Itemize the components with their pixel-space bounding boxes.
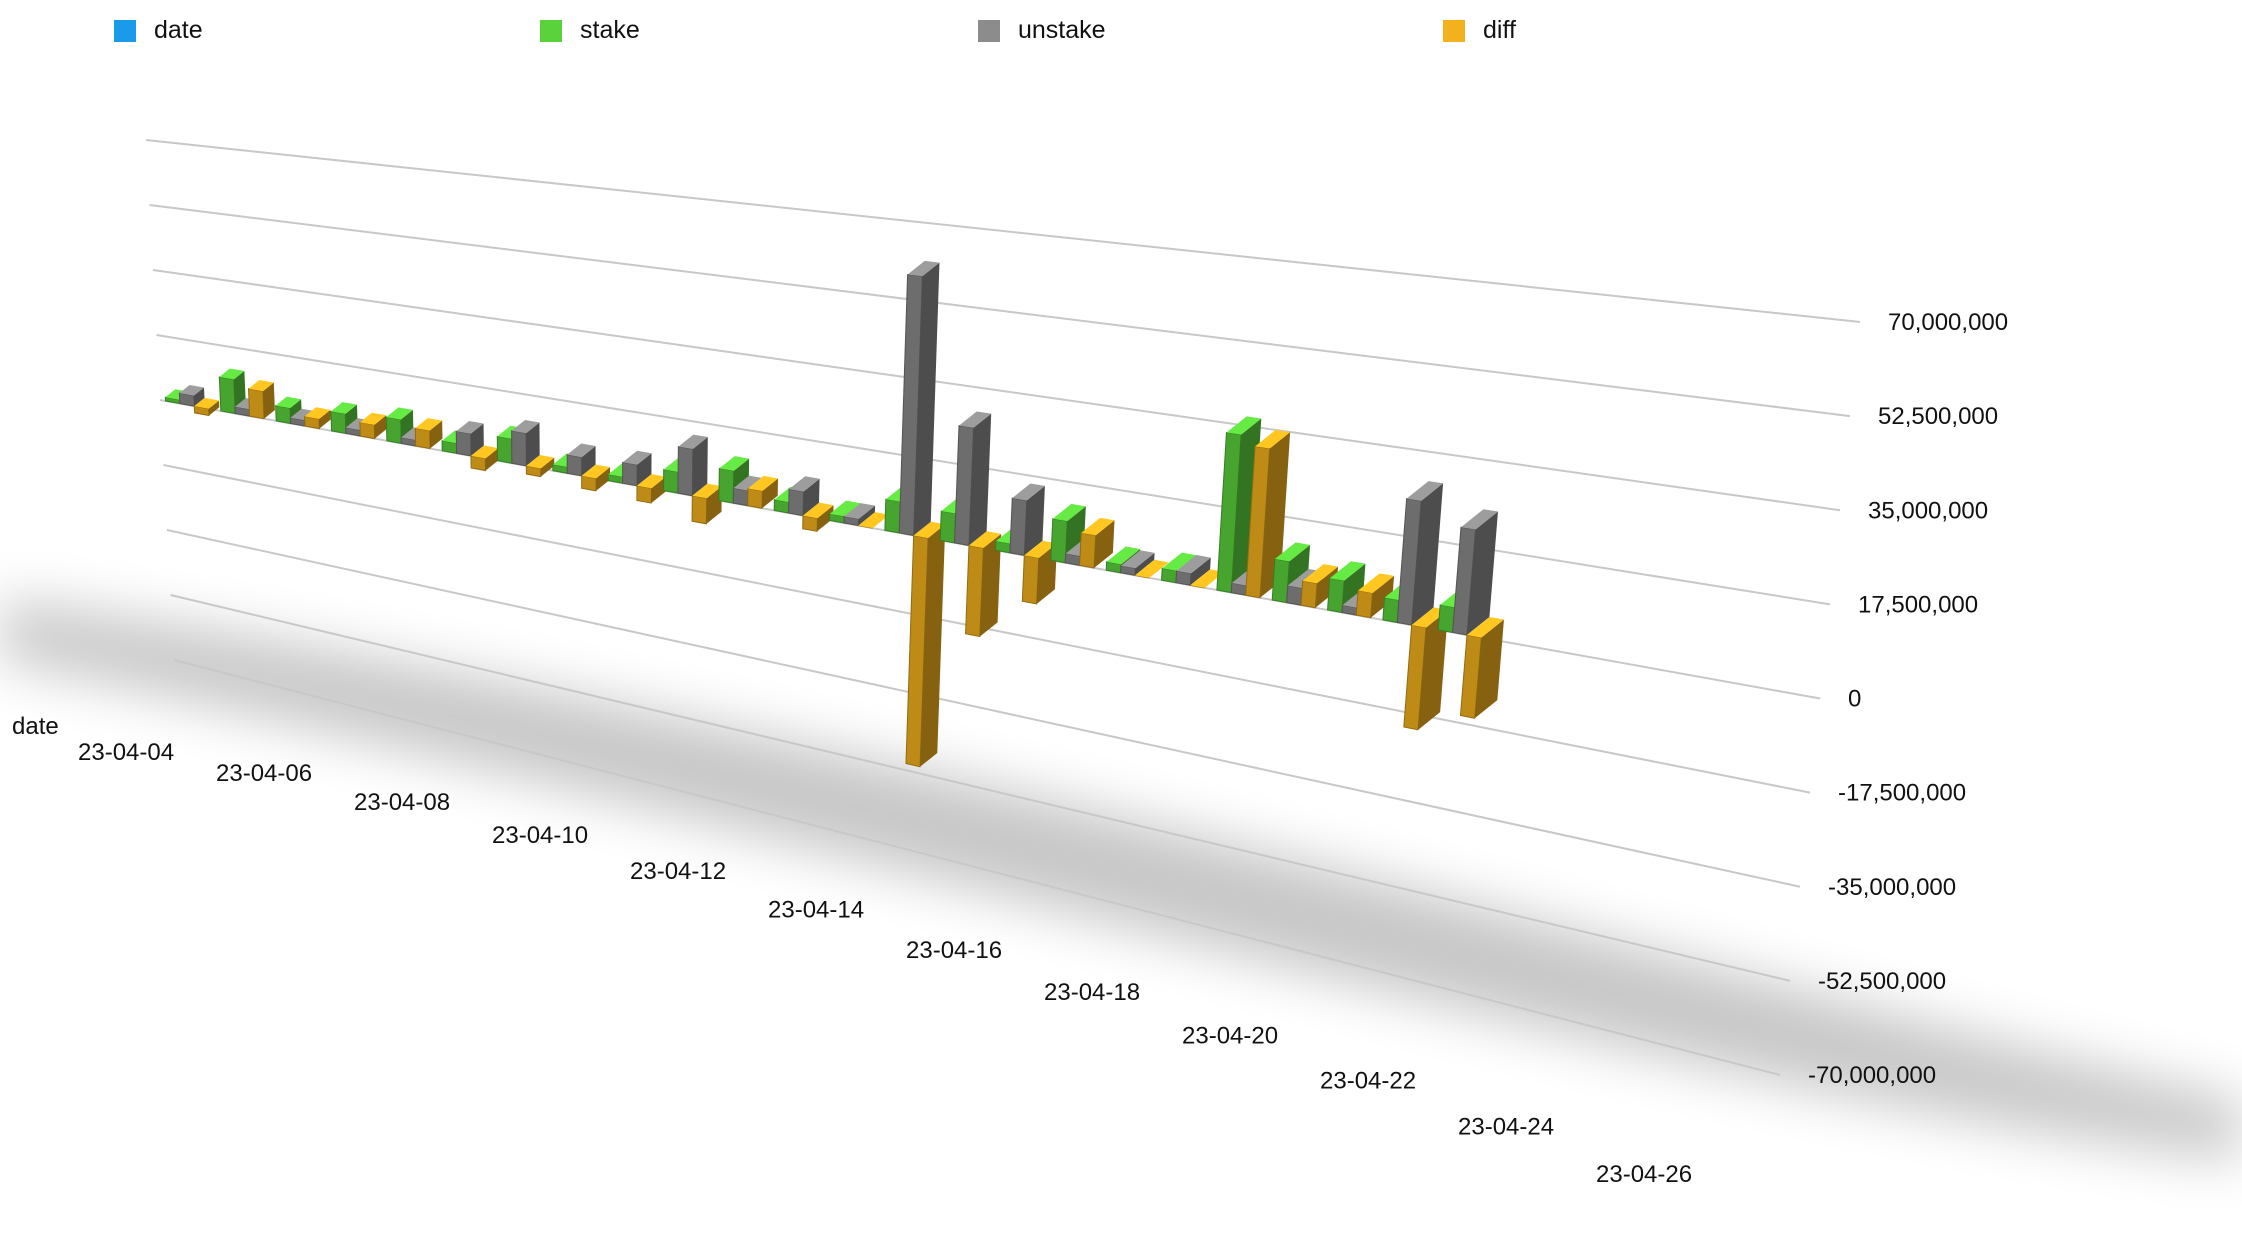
- floor-shadow: [0, 600, 2242, 1160]
- bar-unstake-23-04-08: [455, 420, 484, 457]
- x-tick-label: 23-04-14: [768, 897, 864, 924]
- bar-diff-23-04-09: [525, 455, 555, 478]
- bar-diff-23-04-13: [747, 475, 779, 509]
- x-tick-label: 23-04-08: [354, 789, 450, 816]
- bar-stake-23-04-24: [1327, 561, 1366, 614]
- legend: date stake unstake diff: [0, 16, 2242, 56]
- bar-unstake-23-04-12: [677, 434, 708, 497]
- x-tick-label: 23-04-06: [216, 760, 312, 787]
- legend-label-diff: diff: [1483, 16, 1516, 44]
- y-tick-label: -35,000,000: [1828, 874, 1956, 901]
- bar-diff-23-04-24: [1355, 573, 1395, 619]
- y-tick-label: -70,000,000: [1808, 1062, 1936, 1089]
- legend-swatch-diff: [1443, 19, 1465, 42]
- bar-unstake-23-04-17: [954, 411, 992, 547]
- x-tick-label: 23-04-22: [1320, 1067, 1416, 1094]
- legend-label-date: date: [154, 16, 203, 44]
- gridline: [170, 594, 1791, 982]
- bar-unstake-23-04-21: [1175, 555, 1211, 586]
- bar-unstake-23-04-25: [1396, 481, 1444, 626]
- gridline: [166, 529, 1801, 888]
- bar-diff-23-04-19: [1079, 517, 1115, 569]
- bar-unstake-23-04-26: [1452, 509, 1498, 636]
- x-tick-label: 23-04-20: [1182, 1022, 1278, 1049]
- y-tick-label: -17,500,000: [1838, 780, 1966, 807]
- bar-diff-23-04-03: [193, 397, 220, 417]
- legend-label-stake: stake: [580, 16, 640, 44]
- legend-swatch-date: [114, 19, 136, 42]
- x-axis: date 23-04-04 23-04-06 23-04-08 23-04-10 23-…: [12, 713, 1692, 1188]
- bar-unstake-23-04-10: [566, 443, 596, 477]
- bar-diff-23-04-25: [1403, 607, 1449, 731]
- x-tick-label: 23-04-24: [1458, 1114, 1554, 1141]
- x-axis-title: date: [12, 713, 59, 740]
- gridline: [156, 334, 1831, 606]
- gridline: [149, 204, 1851, 418]
- y-tick-label: 52,500,000: [1878, 403, 1998, 430]
- gridline: [152, 269, 1841, 512]
- y-tick-label: 35,000,000: [1868, 497, 1988, 524]
- legend-item-unstake[interactable]: unstake: [978, 16, 1106, 45]
- bar-unstake-23-04-16: [898, 260, 940, 537]
- y-axis: 70,000,000 52,500,000 35,000,000 17,500,000…: [1808, 309, 2008, 1089]
- bar-diff-23-04-26: [1459, 616, 1504, 719]
- gridline: [173, 659, 1781, 1076]
- x-tick-label: 23-04-10: [492, 822, 588, 849]
- x-tick-label: 23-04-18: [1044, 979, 1140, 1006]
- bar-diff-23-04-11: [636, 474, 666, 504]
- bar-diff-23-04-10: [581, 464, 611, 492]
- bar-diff-23-04-17: [965, 531, 1002, 638]
- gridline: [145, 139, 1861, 323]
- bar-diff-23-04-05: [304, 407, 331, 430]
- bar-unstake-23-04-11: [622, 450, 652, 487]
- x-tick-label: 23-04-04: [78, 739, 174, 766]
- gridlines: [145, 139, 1861, 1076]
- bars: [164, 260, 1504, 768]
- bar-stake-23-04-04: [218, 368, 246, 415]
- bar-diff-23-04-12: [691, 483, 722, 525]
- legend-item-diff[interactable]: diff: [1443, 16, 1516, 45]
- bar-diff-23-04-06: [359, 412, 387, 440]
- y-tick-label: 0: [1848, 686, 1861, 713]
- bar-diff-23-04-15: [858, 512, 890, 529]
- bar-diff-23-04-16: [905, 521, 946, 768]
- bar-diff-23-04-04: [247, 380, 275, 420]
- legend-swatch-unstake: [978, 19, 1000, 42]
- x-tick-label: 23-04-12: [630, 858, 726, 885]
- legend-swatch-stake: [540, 19, 562, 42]
- y-tick-label: 17,500,000: [1858, 591, 1978, 618]
- bar-diff-23-04-14: [802, 502, 834, 532]
- legend-item-stake[interactable]: stake: [540, 16, 640, 45]
- bar-diff-23-04-21: [1190, 569, 1225, 589]
- x-tick-label: 23-04-26: [1596, 1161, 1692, 1188]
- bar-unstake-23-04-14: [788, 476, 820, 517]
- bar-diff-23-04-07: [414, 418, 443, 450]
- bar-unstake-23-04-20: [1120, 550, 1155, 576]
- legend-item-date[interactable]: date: [114, 16, 203, 45]
- x-tick-label: 23-04-16: [906, 937, 1002, 964]
- bar-unstake-23-04-03: [178, 384, 205, 407]
- bar-diff-23-04-08: [470, 445, 499, 472]
- bar-unstake-23-04-18: [1009, 483, 1045, 557]
- y-tick-label: 70,000,000: [1888, 309, 2008, 336]
- y-tick-label: -52,500,000: [1818, 968, 1946, 995]
- bar-diff-23-04-22: [1245, 429, 1291, 599]
- bar-unstake-23-04-09: [511, 420, 540, 467]
- legend-label-unstake: unstake: [1018, 16, 1106, 44]
- bar-diff-23-04-20: [1134, 559, 1169, 579]
- bar-unstake-23-04-15: [843, 503, 876, 527]
